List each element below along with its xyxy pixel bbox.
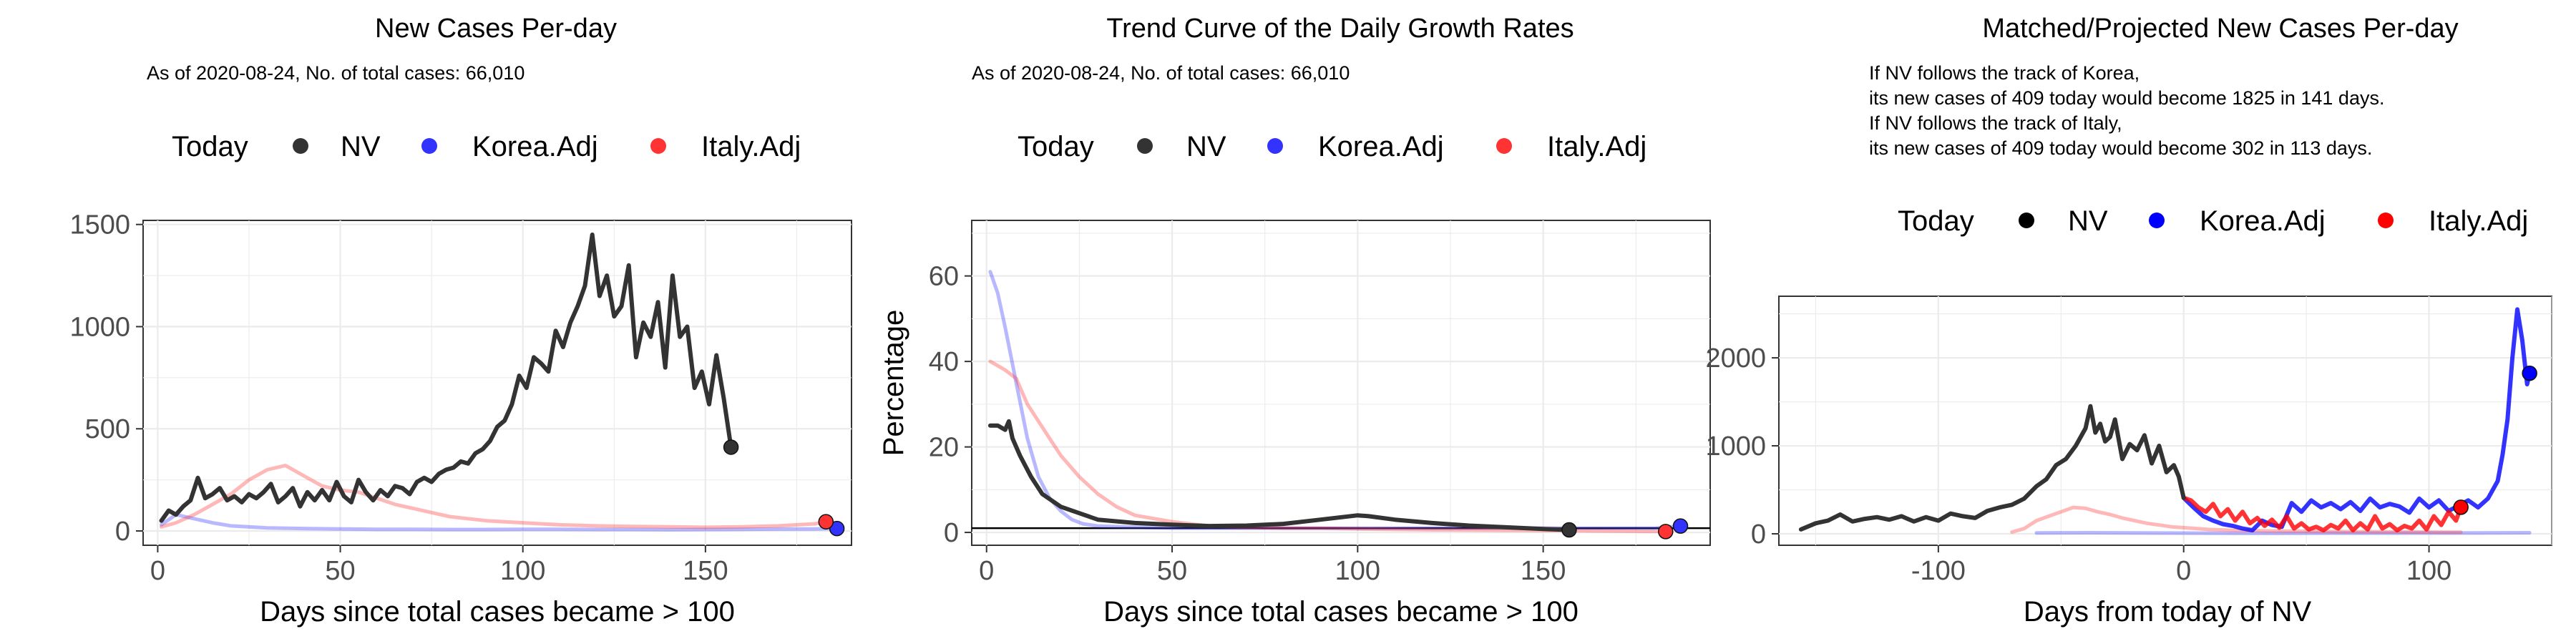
panel-2-y-tick-label: 0 (944, 518, 959, 548)
panel-1-y-tick-label: 0 (115, 517, 130, 547)
panel-2-legend-label-nv: NV (1186, 131, 1226, 162)
panel-1-legend-label-korea: Korea.Adj (472, 131, 598, 162)
panel-3-plot-area (1778, 296, 2552, 546)
panel-3-series-clip (1798, 307, 2532, 535)
panel-3-today-point-italy-adj-projected (2453, 499, 2469, 515)
panel-3-x-tick-label: 0 (2176, 556, 2191, 586)
panel-1-legend-label-italy: Italy.Adj (701, 131, 801, 162)
panel-2-today-point-korea-adj (1672, 518, 1689, 534)
panel-3-legend-key-korea (2149, 213, 2165, 228)
panel-1-series-line-italy-adj (160, 464, 828, 530)
panel-3-title: Matched/Projected New Cases Per-day (1982, 14, 2458, 44)
panel-growth-rates: Trend Curve of the Daily Growth Rates As… (878, 14, 1711, 628)
panel-2-y-axis-label: Percentage (878, 310, 909, 457)
panel-3-series-line-italy-adj-track (2010, 505, 2463, 535)
panel-3-x-tick-label: 100 (2406, 556, 2451, 586)
panel-2-series (972, 270, 1710, 540)
panel-2-series-line-italy-adj (988, 359, 1668, 534)
panel-3-legend-label-nv: NV (2068, 205, 2108, 237)
panel-2-legend-label-korea: Korea.Adj (1318, 131, 1444, 162)
panel-2-subtitle: As of 2020-08-24, No. of total cases: 66… (972, 62, 1350, 84)
panel-2-x-tick-label: 50 (1157, 556, 1187, 586)
panel-1-title: New Cases Per-day (375, 14, 617, 44)
panel-2-ticks: 0 50 100 150 0 20 40 60 (929, 262, 1566, 586)
panel-3-annotation-line-4: its new cases of 409 today would become … (1869, 137, 2372, 159)
panel-1-legend-key-italy (650, 138, 666, 154)
panel-projected-cases: Matched/Projected New Cases Per-day If N… (1705, 14, 2552, 628)
panel-2-today-point-nv (1561, 522, 1577, 538)
panel-1-x-tick-label: 50 (325, 556, 355, 586)
panel-1-plot-area (142, 220, 852, 546)
panel-1-legend: Today NV Korea.Adj Italy.Adj (172, 131, 801, 162)
panel-1-y-tick-label: 500 (85, 414, 130, 444)
panel-1-today-point-nv (723, 439, 739, 455)
panel-2-legend-title: Today (1018, 131, 1094, 162)
panel-3-x-axis-label: Days from today of NV (2024, 596, 2312, 628)
panel-3-series-line-korea-adj-projected (2181, 307, 2532, 533)
panel-2-legend-label-italy: Italy.Adj (1547, 131, 1646, 162)
panel-2-today-point-italy-adj (1658, 524, 1674, 540)
panel-3-legend-title: Today (1898, 205, 1974, 237)
panel-1-x-tick-label: 0 (150, 556, 165, 586)
panel-1-y-tick-label: 1000 (69, 312, 130, 342)
panel-2-plot-area (971, 220, 1711, 546)
panel-3-today-point-korea-adj-projected (2522, 365, 2537, 381)
panel-3-legend: Today NV Korea.Adj Italy.Adj (1898, 205, 2528, 237)
panel-3-annotation-line-1: If NV follows the track of Korea, (1869, 62, 2140, 84)
panel-2-legend-key-korea (1267, 138, 1283, 154)
panel-2-y-tick-label: 20 (929, 433, 959, 463)
panel-1-series-line-korea-adj (160, 512, 839, 532)
panel-new-cases: New Cases Per-day As of 2020-08-24, No. … (69, 14, 852, 628)
panel-1-series (159, 233, 845, 537)
panel-2-series-clip (972, 270, 1710, 534)
panel-3-annotation-line-2: its new cases of 409 today would become … (1869, 87, 2384, 109)
panel-3-series-line-korea-adj-track (2034, 531, 2532, 535)
panel-3-grid (1779, 296, 2552, 545)
panel-2-legend: Today NV Korea.Adj Italy.Adj (1018, 131, 1646, 162)
panel-3-legend-key-nv (2019, 213, 2034, 228)
panel-2-x-tick-label: 100 (1335, 556, 1380, 586)
panel-1-legend-label-nv: NV (341, 131, 381, 162)
panel-3-legend-label-italy: Italy.Adj (2429, 205, 2528, 237)
panel-1-x-tick-label: 150 (683, 556, 728, 586)
panel-3-legend-label-korea: Korea.Adj (2200, 205, 2326, 237)
panel-1-today-point-korea-adj (829, 520, 845, 537)
panel-3-y-tick-label: 1000 (1705, 431, 1766, 462)
panel-1-series-clip (159, 233, 839, 532)
panel-1-legend-key-korea (421, 138, 437, 154)
panel-1-grid (143, 220, 852, 545)
panel-2-title: Trend Curve of the Daily Growth Rates (1106, 14, 1574, 44)
panel-1-legend-key-nv (293, 138, 308, 154)
panel-2-legend-key-italy (1496, 138, 1512, 154)
panel-1-subtitle: As of 2020-08-24, No. of total cases: 66… (147, 62, 525, 84)
panel-2-x-tick-label: 150 (1521, 556, 1566, 586)
panel-2-grid (972, 220, 1710, 545)
panel-1-legend-title: Today (172, 131, 248, 162)
panel-1-today-point-italy-adj (818, 514, 834, 530)
panel-1-y-tick-label: 1500 (69, 210, 130, 240)
panel-3-series-line-nv (1798, 404, 2186, 532)
panel-3-annotation-line-3: If NV follows the track of Italy, (1869, 112, 2122, 134)
panel-3-series (1798, 307, 2537, 535)
panel-3-y-tick-label: 0 (1751, 519, 1766, 550)
panel-3-x-tick-label: -100 (1911, 556, 1966, 586)
panel-3-y-tick-label: 2000 (1705, 343, 1766, 374)
panel-2-x-tick-label: 0 (979, 556, 994, 586)
panel-1-x-tick-label: 100 (500, 556, 545, 586)
panel-1-x-axis-label: Days since total cases became > 100 (260, 596, 735, 628)
panel-3-series-line-italy-adj-projected (2181, 495, 2464, 533)
panel-2-y-tick-label: 60 (929, 262, 959, 292)
panel-3-legend-key-italy (2378, 213, 2394, 228)
panel-1-series-line-nv (159, 233, 733, 523)
panel-2-x-axis-label: Days since total cases became > 100 (1103, 596, 1579, 628)
panel-2-y-tick-label: 40 (929, 347, 959, 377)
panel-2-series-line-nv (987, 419, 1571, 532)
panel-2-legend-key-nv (1137, 138, 1153, 154)
